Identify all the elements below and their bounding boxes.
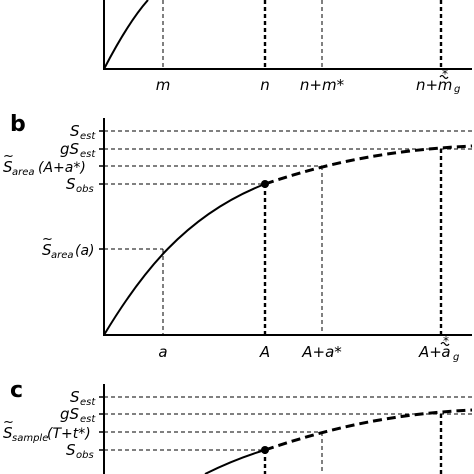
svg-text:gS: gS — [60, 405, 80, 423]
panel-c-label-s-obs: S obs — [66, 441, 94, 461]
panel-b-tick-a: a — [158, 343, 167, 361]
svg-text:obs: obs — [76, 450, 94, 461]
svg-text:m: m — [438, 76, 453, 94]
svg-text:(A+a*): (A+a*) — [38, 160, 86, 176]
panel-b: b S est gS est — [3, 112, 473, 363]
svg-text:est: est — [80, 149, 96, 160]
panel-c-label-gs-est: gS est — [60, 405, 96, 425]
panel-c: c S est gS est ~ S sample — [3, 378, 473, 474]
svg-text:est: est — [80, 414, 96, 425]
panel-a-tick-n-plus-mg: n+ * m g — [416, 67, 460, 95]
panel-b-letter: b — [10, 112, 26, 137]
svg-text:area: area — [51, 250, 74, 261]
svg-text:area: area — [12, 167, 35, 178]
panel-b-label-s-area-a: ~ S area (a) — [42, 232, 95, 261]
panel-c-letter: c — [10, 378, 23, 403]
svg-text:gS: gS — [60, 140, 80, 158]
panel-b-tick-A: A — [259, 343, 270, 361]
panel-b-label-gs-est: gS est — [60, 140, 96, 160]
panel-a-observed-curve — [103, 0, 149, 70]
svg-text:(T+t*): (T+t*) — [47, 426, 91, 442]
panel-b-label-s-obs: S obs — [66, 175, 94, 195]
panel-b-observed-curve — [103, 183, 266, 336]
svg-text:g: g — [454, 84, 460, 95]
panel-c-label-s-est: S est — [70, 388, 96, 408]
svg-text:S: S — [70, 388, 80, 406]
svg-text:est: est — [80, 131, 96, 142]
svg-text:*: * — [443, 334, 449, 348]
panel-b-extrapolated-curve — [264, 144, 473, 186]
panel-a-tick-n: n — [260, 76, 270, 94]
svg-text:~: ~ — [3, 149, 14, 164]
svg-text:sample: sample — [12, 433, 48, 444]
panel-b-label-s-est: S est — [70, 122, 96, 142]
panel-c-label-s-sample: ~ S sample (T+t*) — [3, 415, 91, 444]
panel-b-tick-A-plus-a: A+a* — [301, 343, 342, 361]
svg-text:g: g — [453, 352, 459, 363]
svg-text:~: ~ — [3, 415, 14, 430]
panel-b-observed-point — [261, 180, 269, 188]
svg-text:S: S — [70, 122, 80, 140]
svg-text:a: a — [441, 343, 450, 361]
panel-b-tick-A-plus-ag: A+ * a g — [418, 334, 459, 363]
panel-a-tick-m: m — [156, 76, 171, 94]
svg-text:S: S — [3, 158, 13, 176]
svg-text:est: est — [80, 397, 96, 408]
svg-text:A+: A+ — [418, 343, 442, 361]
panel-c-observed-curve — [204, 449, 266, 474]
svg-text:obs: obs — [76, 184, 94, 195]
svg-text:S: S — [3, 424, 13, 442]
svg-text:*: * — [442, 67, 448, 81]
svg-text:n+: n+ — [416, 76, 438, 94]
svg-text:S: S — [42, 241, 52, 259]
svg-text:(a): (a) — [75, 243, 95, 259]
panel-b-label-s-area: ~ S area (A+a*) — [3, 149, 86, 178]
panel-a-tick-n-plus-m: n+m* — [300, 76, 345, 94]
svg-text:S: S — [66, 441, 76, 459]
panel-c-observed-point — [261, 446, 269, 454]
svg-text:S: S — [66, 175, 76, 193]
panel-c-extrapolated-curve — [264, 408, 473, 452]
svg-text:~: ~ — [42, 232, 53, 247]
panel-a: m n n+m* n+ * m g — [103, 0, 472, 95]
